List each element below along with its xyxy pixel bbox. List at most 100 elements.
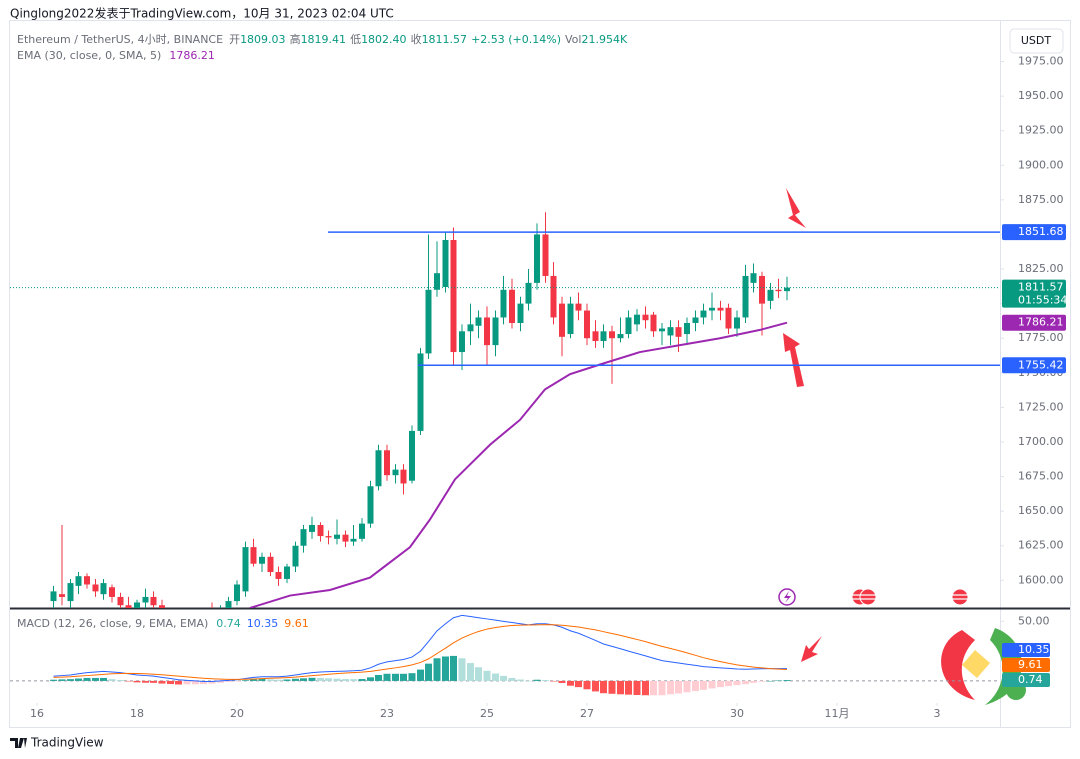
histogram-bar <box>508 677 516 681</box>
arrow <box>783 333 804 387</box>
candle-body <box>92 584 99 592</box>
countdown: 01:55:34 <box>1018 294 1067 307</box>
lightning <box>784 591 791 603</box>
histogram-bar <box>758 680 766 682</box>
histogram-bar <box>442 656 449 681</box>
histogram-bar <box>775 680 782 681</box>
low-label: 低 <box>350 33 361 46</box>
histogram-bar <box>767 680 774 682</box>
macd-tick-label: 50.00 <box>1018 614 1050 627</box>
close-value: 1811.57 <box>422 33 468 46</box>
histogram-bar <box>325 678 332 681</box>
histogram-bar <box>558 680 566 683</box>
histogram-bar <box>650 680 657 696</box>
candle-body <box>334 534 340 539</box>
candle-body <box>142 596 149 603</box>
histogram-bar <box>267 679 274 681</box>
histogram-bar <box>125 680 132 682</box>
y-tick-label: 1725.00 <box>1018 400 1064 413</box>
candle-body <box>400 469 407 484</box>
candle-body <box>584 310 590 339</box>
candle-body <box>567 303 574 335</box>
histogram-bar <box>392 673 399 681</box>
legend-line: Ethereum / TetherUS, 4小时, BINANCE 开1809.0… <box>17 32 628 46</box>
candle-body <box>617 334 624 339</box>
histogram-bar <box>425 663 432 681</box>
histogram-bar <box>308 677 316 681</box>
flag-icon[interactable] <box>951 588 969 606</box>
signal-value: 9.61 <box>284 617 309 630</box>
candle-body <box>259 556 265 564</box>
candle-body <box>459 331 465 353</box>
symbol: Ethereum / TetherUS, 4小时, BINANCE <box>17 33 223 46</box>
flag-icon[interactable] <box>859 588 877 606</box>
candle-body <box>134 602 140 608</box>
macd-legend: MACD (12, 26, close, 9, EMA, EMA) 0.74 10.… <box>17 617 309 630</box>
button-label[interactable]: USDT <box>1021 34 1052 47</box>
candle-body <box>542 234 549 276</box>
histogram-bar <box>467 663 474 681</box>
candle-body <box>467 324 474 332</box>
currency-button[interactable]: USDT <box>1009 28 1064 54</box>
candle-body <box>250 547 257 564</box>
histogram-bar <box>142 680 149 683</box>
histogram-bar <box>683 680 691 693</box>
histogram-bar <box>58 679 66 681</box>
histogram-bar <box>350 679 357 681</box>
histogram-bar <box>417 669 424 681</box>
candle-body <box>692 317 699 323</box>
candle-body <box>559 303 565 337</box>
histogram-bar <box>342 679 349 681</box>
y-tick-label: 1975.00 <box>1018 55 1064 68</box>
y-tick-label: 1875.00 <box>1018 193 1064 206</box>
histogram-bar <box>408 673 416 681</box>
macd-axis-label-box <box>1002 643 1050 658</box>
histogram-bar <box>517 679 524 681</box>
candle-body <box>659 328 665 332</box>
hist-axis-label-box <box>1002 673 1050 688</box>
candle-body <box>117 596 124 606</box>
candle-body <box>759 275 765 304</box>
candle-body <box>275 572 282 579</box>
x-tick-label: 11月 <box>825 707 850 720</box>
histogram-bar <box>317 677 324 681</box>
event-icons[interactable] <box>778 588 969 606</box>
high-label: 高 <box>290 32 301 46</box>
candle-body <box>367 486 374 524</box>
histogram-bar <box>108 679 116 681</box>
histogram-bar <box>667 680 674 695</box>
y-tick-label: 1925.00 <box>1018 124 1064 137</box>
candle-body <box>742 275 749 318</box>
candle-body <box>734 317 740 329</box>
candle-body <box>392 469 399 476</box>
x-tick-label: 25 <box>480 707 494 720</box>
histogram-bar <box>367 677 374 681</box>
candle-body <box>234 584 240 602</box>
candle-body <box>484 317 490 346</box>
button-frame[interactable] <box>1009 28 1064 54</box>
candle-body <box>50 591 57 602</box>
histogram-bar <box>583 680 591 690</box>
y-tick-label: 1650.00 <box>1018 504 1064 517</box>
footer-text: TradingView <box>30 736 104 750</box>
candle-body <box>342 534 349 542</box>
candle-body <box>709 307 715 311</box>
price-label: 1811.57 <box>1018 281 1064 294</box>
header: Qinglong2022发表于TradingView.com，10月 31, 2… <box>10 6 394 21</box>
histogram-bar <box>358 679 366 681</box>
arrow <box>786 188 806 228</box>
histogram-bar <box>525 680 532 682</box>
histogram-bar <box>500 675 507 681</box>
candle-body <box>425 289 432 354</box>
candle-body <box>267 556 274 573</box>
histogram-bar <box>250 679 257 681</box>
candle-body <box>384 450 390 476</box>
x-tick-label: 18 <box>130 707 144 720</box>
histogram-bar <box>292 678 299 681</box>
macd-name: MACD (12, 26, close, 9, EMA, EMA) <box>17 617 208 630</box>
histogram-bar <box>275 679 282 681</box>
candle-body <box>592 331 599 341</box>
histogram-bar <box>208 680 216 684</box>
high-value: 1819.41 <box>301 33 347 46</box>
